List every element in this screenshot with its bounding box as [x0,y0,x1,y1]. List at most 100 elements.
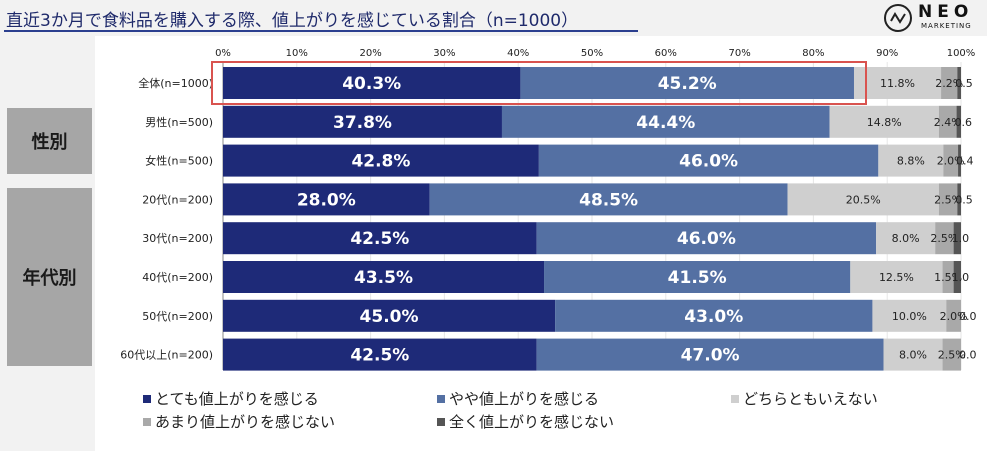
bar-segment [946,299,961,332]
bar-segment [223,144,539,177]
bar-segment [956,105,961,138]
category-label: 全体(n=1000) [138,76,213,90]
chart-title: 直近3か月で食料品を購入する際、値上がりを感じている割合（n=1000） [6,11,579,31]
data-label: 0.0 [959,310,977,323]
logo-name: NEO [918,2,974,22]
legend-label: 全く値上がりを感じない [449,413,615,431]
bar-segment [520,67,854,99]
bar-segment [938,105,957,138]
x-tick-label: 40% [507,48,529,59]
bar-segment [957,183,961,216]
bar-segment [953,261,961,293]
legend-swatch-icon [143,417,151,426]
data-label: 10.0% [892,310,927,323]
category-label: 40代(n=200) [142,271,213,284]
category-label: 男性(n=500) [145,115,213,129]
data-label: 0.6 [955,116,973,129]
data-label: 0.5 [955,193,973,206]
data-label: 2.5% [938,349,966,362]
bar-segment [501,105,830,138]
data-label: 42.5% [350,346,409,366]
bar-segment [223,261,545,293]
bar-segment [429,183,788,216]
group-label-gender: 性別 [7,108,92,174]
legend-swatch-icon [437,394,445,403]
data-label: 8.0% [892,232,920,245]
x-tick-label: 0% [215,48,231,59]
bar-segment [787,183,939,216]
data-label: 1.0 [952,232,970,245]
bar-segment [850,261,943,293]
highlight-frame [211,61,867,105]
data-label: 45.0% [360,307,419,327]
legend-label: あまり値上がりを感じない [155,413,336,431]
data-label: 43.0% [684,307,743,327]
bar-segment [555,299,873,332]
neo-logo-icon [884,4,912,32]
bar-segment [536,338,884,371]
bar-segment [883,338,943,371]
bar-segment [829,105,939,138]
data-label: 43.5% [354,268,413,288]
title-underline [4,30,638,32]
bar-segment [223,299,556,332]
legend-swatch-icon [143,394,151,403]
data-label: 2.4% [934,116,962,129]
data-label: 41.5% [668,268,727,288]
data-label: 2.5% [930,232,958,245]
data-label: 45.2% [658,74,717,94]
bar-segment [935,222,954,255]
category-label: 30代(n=200) [142,232,213,245]
data-label: 46.0% [679,152,738,172]
data-label: 0.0 [959,349,977,362]
bar-segment [223,222,537,255]
x-tick-label: 80% [802,48,824,59]
x-tick-label: 100% [947,48,976,59]
x-tick-label: 20% [359,48,381,59]
data-label: 42.8% [351,152,410,172]
legend-label: やや値上がりを感じる [449,390,600,408]
bar-segment [957,67,961,99]
x-tick-label: 30% [433,48,455,59]
bar-segment [878,144,944,177]
data-label: 48.5% [579,190,638,210]
data-label: 40.3% [342,74,401,94]
data-label: 46.0% [677,229,736,249]
bar-segment [536,222,877,255]
data-label: 2.5% [934,193,962,206]
bar-segment [223,105,502,138]
x-tick-label: 70% [728,48,750,59]
bar-segment [942,261,954,293]
data-label: 47.0% [681,346,740,366]
legend-swatch-icon [731,394,739,403]
data-label: 0.4 [956,155,974,168]
bar-segment [544,261,851,293]
legend-item-very: とても値上がりを感じる [143,388,319,409]
data-label: 37.8% [333,113,392,133]
group-label-age: 年代別 [7,188,92,366]
bar-segment [853,67,942,99]
bar-segment [872,299,947,332]
legend-swatch-icon [437,417,445,426]
legend-item-not-much: あまり値上がりを感じない [143,411,335,432]
data-label: 14.8% [867,116,902,129]
bar-segment [223,183,430,216]
bar-segment [942,338,961,371]
x-tick-label: 60% [655,48,677,59]
data-label: 8.8% [897,155,925,168]
data-label: 42.5% [350,229,409,249]
x-tick-label: 10% [286,48,308,59]
x-tick-label: 90% [876,48,898,59]
data-label: 2.0% [940,310,968,323]
data-label: 0.5 [955,77,973,90]
wave-icon [890,12,906,24]
category-label: 50代(n=200) [142,310,213,323]
legend-item-somewhat: やや値上がりを感じる [437,388,599,409]
data-label: 28.0% [297,190,356,210]
data-label: 8.0% [899,349,927,362]
data-label: 11.8% [880,77,915,90]
category-label: 20代(n=200) [142,193,213,206]
legend-item-neither: どちらともいえない [731,388,878,409]
data-label: 1.0 [952,271,970,284]
data-label: 44.4% [636,113,695,133]
